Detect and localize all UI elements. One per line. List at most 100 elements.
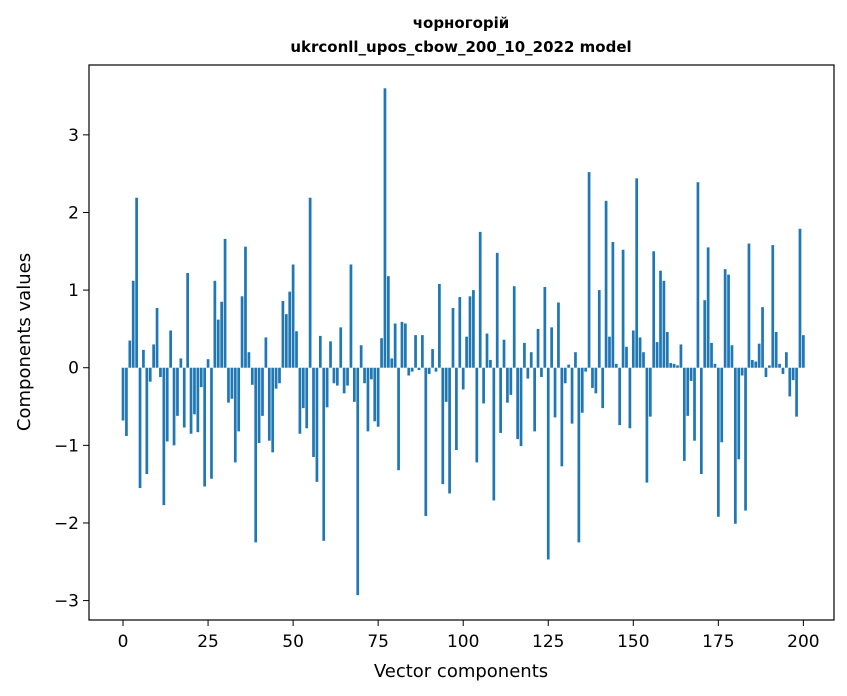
bar-196 xyxy=(788,367,792,397)
bar-89 xyxy=(424,367,428,516)
bar-56 xyxy=(312,367,315,457)
bar-155 xyxy=(648,367,652,417)
bar-161 xyxy=(669,363,673,368)
bar-107 xyxy=(485,333,489,368)
bar-174 xyxy=(713,363,717,368)
bar-60 xyxy=(325,367,329,408)
bar-37 xyxy=(247,352,251,368)
bar-168 xyxy=(693,367,696,441)
bar-63 xyxy=(335,367,339,386)
y-tick-label: 2 xyxy=(68,203,79,223)
bar-82 xyxy=(400,321,404,368)
bar-176 xyxy=(720,367,724,443)
bar-136 xyxy=(584,367,588,372)
bar-115 xyxy=(512,286,516,368)
bar-170 xyxy=(699,367,703,475)
bar-6 xyxy=(142,349,145,368)
bar-8 xyxy=(148,367,152,382)
bar-16 xyxy=(176,367,179,416)
x-axis-label: Vector components xyxy=(374,661,548,682)
x-axis-ticks: 0 25 50 75 100 125 150 175 200 xyxy=(118,620,820,652)
bar-35 xyxy=(240,296,244,368)
bar-67 xyxy=(349,264,353,368)
bar-15 xyxy=(172,367,176,446)
bar-195 xyxy=(785,352,788,368)
bar-198 xyxy=(795,367,798,417)
bar-159 xyxy=(662,280,666,368)
bar-53 xyxy=(301,367,305,409)
bar-191 xyxy=(771,245,775,368)
bar-125 xyxy=(546,367,550,560)
bar-23 xyxy=(199,367,203,388)
bar-189 xyxy=(764,367,768,378)
bar-24 xyxy=(203,367,207,487)
bar-38 xyxy=(250,367,254,385)
bar-156 xyxy=(652,251,656,368)
y-tick-label: 0 xyxy=(68,359,79,379)
bar-46 xyxy=(278,367,281,384)
bar-94 xyxy=(441,367,445,485)
bar-55 xyxy=(308,197,312,368)
bar-3 xyxy=(131,280,135,368)
bar-154 xyxy=(645,367,649,483)
bar-166 xyxy=(686,367,690,416)
bar-92 xyxy=(434,367,438,372)
bar-162 xyxy=(672,363,676,368)
x-tick-label: 0 xyxy=(118,632,129,652)
bar-12 xyxy=(162,367,166,506)
bar-41 xyxy=(261,367,264,416)
bar-64 xyxy=(339,327,343,368)
x-tick-label: 50 xyxy=(282,632,304,652)
bar-88 xyxy=(421,335,424,368)
bar-65 xyxy=(342,367,346,394)
bar-187 xyxy=(757,343,761,368)
bar-109 xyxy=(492,367,496,501)
bar-68 xyxy=(352,367,356,402)
chart-title: чорногорій xyxy=(413,14,510,32)
bar-190 xyxy=(768,365,771,368)
bar-75 xyxy=(376,367,380,427)
bar-147 xyxy=(621,249,625,368)
bar-164 xyxy=(679,344,683,368)
y-tick-label: −1 xyxy=(54,436,79,456)
bar-113 xyxy=(506,367,509,403)
bar-188 xyxy=(761,307,764,368)
bar-112 xyxy=(502,339,506,368)
bar-105 xyxy=(478,231,482,368)
bar-98 xyxy=(455,367,458,451)
bar-165 xyxy=(682,367,686,461)
x-tick-label: 200 xyxy=(787,632,819,652)
bar-127 xyxy=(553,367,557,418)
bar-173 xyxy=(710,342,713,368)
bar-79 xyxy=(390,358,394,368)
bar-194 xyxy=(781,367,785,374)
bar-85 xyxy=(410,367,414,372)
bar-49 xyxy=(288,291,292,368)
bar-61 xyxy=(329,341,332,368)
bar-100 xyxy=(461,367,465,390)
bar-192 xyxy=(774,332,778,368)
bar-58 xyxy=(318,335,322,368)
bar-182 xyxy=(740,367,744,376)
bar-13 xyxy=(165,367,169,442)
bar-118 xyxy=(523,342,526,368)
bar-184 xyxy=(747,243,751,368)
bar-175 xyxy=(716,367,720,517)
bar-199 xyxy=(798,228,802,368)
bar-70 xyxy=(359,345,363,368)
bar-151 xyxy=(635,178,639,368)
bars-group xyxy=(121,88,805,596)
bar-121 xyxy=(533,367,536,432)
bar-158 xyxy=(659,270,662,368)
bar-0 xyxy=(121,367,125,421)
bar-111 xyxy=(499,367,502,433)
x-tick-label: 25 xyxy=(197,632,219,652)
bar-47 xyxy=(281,300,285,368)
bar-152 xyxy=(638,337,642,368)
bar-135 xyxy=(580,367,584,413)
bar-27 xyxy=(213,280,217,368)
bar-104 xyxy=(475,367,479,463)
x-tick-label: 175 xyxy=(702,632,734,652)
bar-81 xyxy=(397,367,400,471)
bar-18 xyxy=(182,367,186,428)
